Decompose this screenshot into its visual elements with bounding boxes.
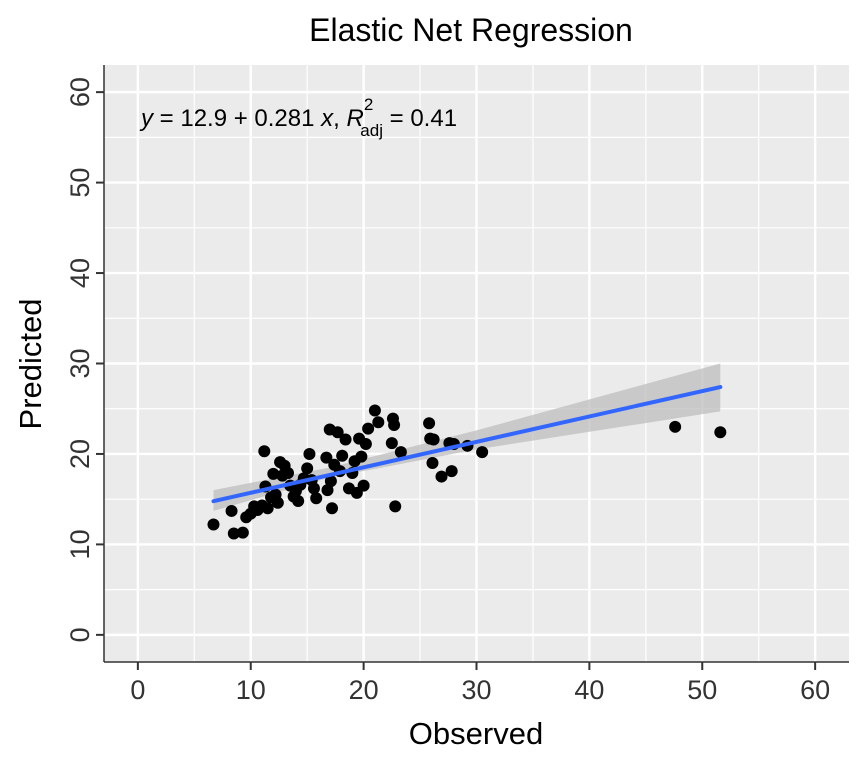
y-tick-label: 60 bbox=[65, 77, 95, 107]
data-point bbox=[281, 466, 294, 479]
x-tick-label: 20 bbox=[349, 675, 379, 705]
data-point bbox=[359, 438, 372, 451]
y-axis-title: Predicted bbox=[13, 299, 48, 430]
data-point bbox=[423, 417, 436, 430]
data-point bbox=[336, 449, 349, 462]
x-axis: 0 10 20 30 40 50 60 bbox=[104, 661, 849, 705]
equation-r-symbol: R bbox=[346, 105, 363, 132]
data-point bbox=[271, 496, 284, 509]
y-tick-label: 0 bbox=[65, 627, 95, 642]
x-tick-label: 30 bbox=[461, 675, 491, 705]
data-point bbox=[225, 504, 238, 517]
data-point bbox=[301, 462, 314, 475]
x-tick-label: 0 bbox=[130, 675, 145, 705]
data-point bbox=[714, 426, 727, 439]
regression-line bbox=[211, 385, 723, 504]
data-point bbox=[388, 419, 401, 432]
x-tick-label: 40 bbox=[574, 675, 604, 705]
y-tick-label: 10 bbox=[65, 529, 95, 559]
data-point bbox=[435, 470, 448, 483]
data-point bbox=[389, 500, 402, 513]
equation-y-var: y bbox=[139, 105, 155, 132]
y-tick-label: 30 bbox=[65, 348, 95, 378]
y-tick-label: 50 bbox=[65, 168, 95, 198]
equation-body: = 12.9 + 0.281 bbox=[153, 105, 321, 132]
data-point bbox=[303, 447, 316, 460]
data-point bbox=[426, 457, 439, 469]
data-point bbox=[427, 433, 440, 446]
x-tick-label: 10 bbox=[236, 675, 266, 705]
y-tick-label: 20 bbox=[65, 439, 95, 469]
y-tick-label: 40 bbox=[65, 258, 95, 288]
data-point bbox=[368, 404, 381, 417]
data-point bbox=[669, 420, 682, 433]
data-point bbox=[326, 502, 339, 515]
equation-r-value: = 0.41 bbox=[383, 105, 457, 132]
equation-r-superscript: 2 bbox=[364, 95, 373, 114]
data-point bbox=[207, 518, 220, 531]
data-point bbox=[324, 475, 337, 488]
data-point bbox=[331, 426, 344, 439]
y-axis: 0 10 20 30 40 50 60 bbox=[65, 65, 105, 662]
equation-r-subscript: adj bbox=[360, 121, 383, 140]
data-point bbox=[445, 465, 458, 478]
data-point bbox=[385, 437, 398, 450]
data-point bbox=[394, 446, 407, 459]
equation-x-var: x bbox=[320, 105, 334, 132]
x-tick-label: 60 bbox=[800, 675, 830, 705]
x-tick-label: 50 bbox=[687, 675, 717, 705]
data-point bbox=[320, 451, 333, 464]
x-axis-title: Observed bbox=[409, 716, 543, 751]
data-point bbox=[357, 479, 370, 492]
data-point bbox=[307, 482, 320, 495]
equation-separator: , bbox=[333, 105, 346, 132]
data-point bbox=[258, 445, 271, 458]
chart-title: Elastic Net Regression bbox=[309, 12, 633, 48]
data-point bbox=[267, 467, 280, 480]
data-point bbox=[339, 433, 352, 446]
data-point bbox=[261, 502, 274, 515]
data-point bbox=[292, 494, 305, 507]
data-point bbox=[310, 492, 323, 505]
data-point bbox=[321, 484, 334, 497]
data-point bbox=[227, 527, 240, 540]
data-point bbox=[362, 422, 375, 435]
fit-line-layer bbox=[211, 385, 723, 504]
data-point bbox=[476, 446, 489, 459]
data-point bbox=[355, 450, 368, 463]
regression-equation: y = 12.9 + 0.281 x, R2 adj = 0.41 bbox=[139, 95, 457, 140]
data-point bbox=[236, 526, 249, 539]
data-point bbox=[372, 416, 385, 429]
